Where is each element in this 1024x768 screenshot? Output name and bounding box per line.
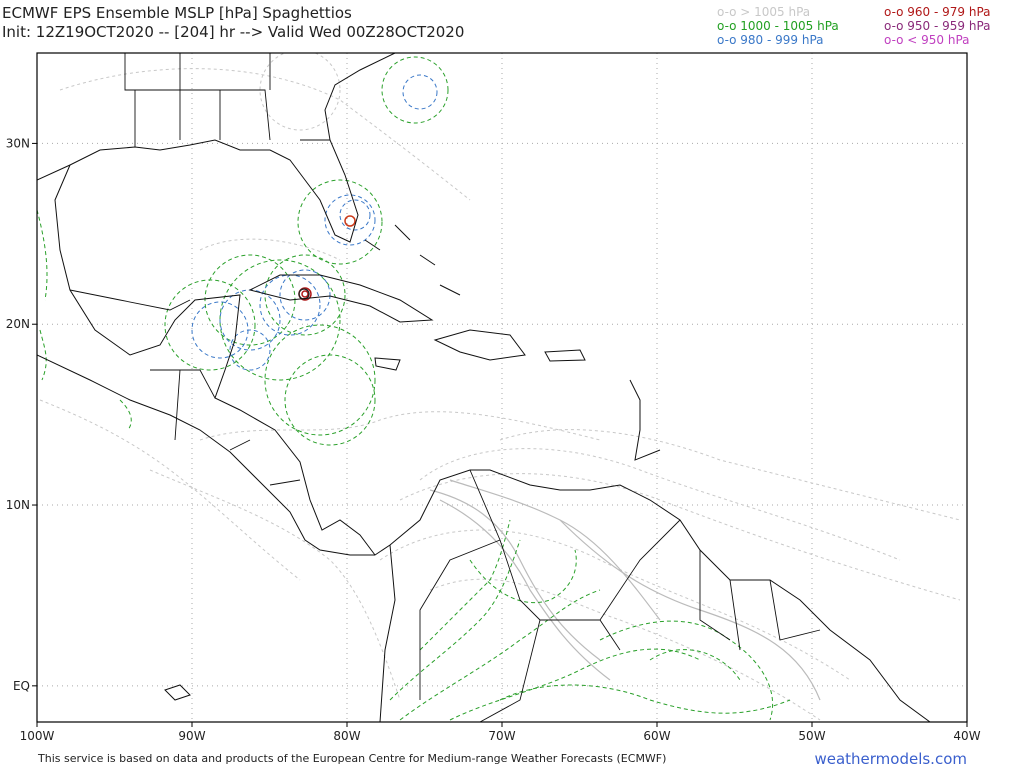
grid — [36, 53, 968, 722]
legend-entry: o-o 950 - 959 hPa — [884, 19, 991, 33]
brand[interactable]: weathermodels.com — [814, 750, 967, 768]
x-tick-label: 40W — [953, 729, 980, 743]
y-tick-label: 20N — [6, 317, 30, 331]
borders — [69, 53, 821, 722]
axes: 100W 90W 80W 70W 60W 50W 40W EQ 10N 20N 30N — [6, 136, 981, 743]
legend-entry: o-o > 1005 hPa — [717, 5, 810, 19]
subtitle: Init: 12Z19OCT2020 -- [204] hr --> Valid… — [2, 23, 464, 41]
y-tick-label: 10N — [6, 498, 30, 512]
x-tick-label: 60W — [643, 729, 670, 743]
contours-gray — [39, 68, 961, 721]
legend-entry: o-o 980 - 999 hPa — [717, 33, 824, 47]
x-tick-label: 50W — [798, 729, 825, 743]
contours-green-south — [37, 209, 791, 721]
legend-entry: o-o < 950 hPa — [884, 33, 970, 47]
legend-entry: o-o 1000 - 1005 hPa — [717, 19, 839, 33]
title: ECMWF EPS Ensemble MSLP [hPa] Spaghettio… — [2, 4, 352, 22]
x-tick-label: 100W — [20, 729, 55, 743]
contours-storm — [164, 53, 449, 446]
y-tick-label: EQ — [13, 679, 30, 693]
map-layer — [37, 53, 961, 722]
footer-text: This service is based on data and produc… — [37, 752, 666, 765]
y-tick-label: 30N — [6, 136, 30, 150]
legend-entry: o-o 960 - 979 hPa — [884, 5, 991, 19]
coastlines — [37, 53, 931, 722]
x-tick-label: 90W — [178, 729, 205, 743]
x-tick-label: 70W — [488, 729, 515, 743]
x-tick-label: 80W — [333, 729, 360, 743]
